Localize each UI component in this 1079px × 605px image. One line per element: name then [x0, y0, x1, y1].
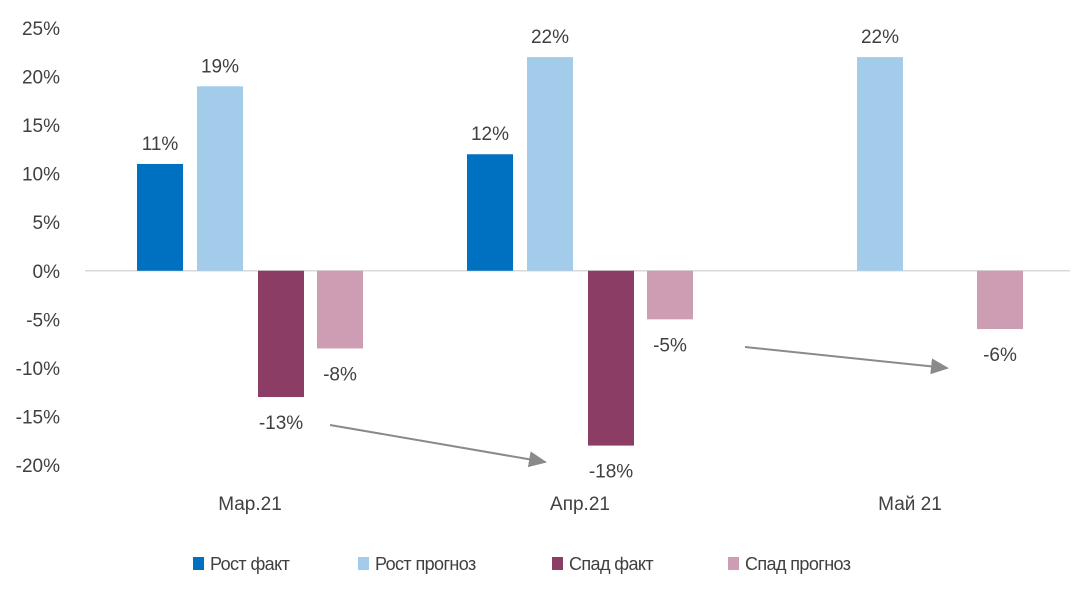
legend-label: Спад прогноз	[745, 554, 851, 574]
legend-swatch	[552, 557, 563, 570]
bar-3-1	[258, 270, 304, 398]
x-tick-label: Апр.21	[550, 494, 610, 515]
bar-4-2	[647, 270, 693, 320]
legend-swatch	[358, 557, 369, 570]
legend-swatch	[193, 557, 204, 570]
y-tick-label: -20%	[16, 456, 60, 477]
y-tick-label: 20%	[22, 68, 60, 89]
data-label: -18%	[589, 462, 633, 483]
legend: Рост факт Рост прогноз Спад факт Спад прогн…	[193, 554, 851, 574]
y-tick-label: 0%	[33, 262, 61, 283]
y-tick-label: 5%	[33, 213, 61, 234]
bar-2-3	[857, 57, 903, 271]
data-label: 22%	[531, 27, 569, 48]
bar-4-1	[317, 270, 363, 349]
bar-1-1	[137, 163, 183, 271]
y-tick-label: -5%	[26, 310, 60, 331]
data-label: 22%	[861, 27, 899, 48]
y-tick-label: 25%	[22, 19, 60, 40]
trend-arrow-2	[744, 346, 949, 375]
legend-label: Рост прогноз	[375, 554, 476, 574]
x-tick-label: Мар.21	[218, 494, 282, 515]
data-label: -6%	[983, 345, 1017, 366]
trend-arrow-1	[329, 424, 547, 468]
bars	[137, 57, 1023, 446]
data-label: 19%	[201, 56, 239, 77]
x-axis: Мар.21 Апр.21 Май 21	[218, 494, 942, 515]
data-label: 11%	[142, 134, 179, 155]
y-axis: 25% 20% 15% 10% 5% 0% -5% -10% -15% -20%	[16, 19, 60, 477]
bar-3-2	[588, 270, 634, 446]
bar-2-2	[527, 57, 573, 271]
legend-swatch	[728, 557, 739, 570]
data-label: 12%	[471, 124, 509, 145]
legend-label: Спад факт	[569, 554, 653, 574]
bar-2-1	[197, 86, 243, 271]
data-labels: 11% 19% -13% -8% 12% 22% -18% -5% 22% -6%	[142, 27, 1017, 482]
data-label: -8%	[323, 364, 357, 385]
data-label: -13%	[259, 413, 303, 434]
y-tick-label: 15%	[22, 116, 60, 137]
bar-4-3	[977, 270, 1023, 330]
data-label: -5%	[653, 335, 687, 356]
y-tick-label: 10%	[22, 165, 60, 186]
legend-label: Рост факт	[210, 554, 290, 574]
bar-1-2	[467, 154, 513, 271]
y-tick-label: -15%	[16, 407, 60, 428]
x-tick-label: Май 21	[878, 494, 942, 515]
y-tick-label: -10%	[16, 359, 60, 380]
